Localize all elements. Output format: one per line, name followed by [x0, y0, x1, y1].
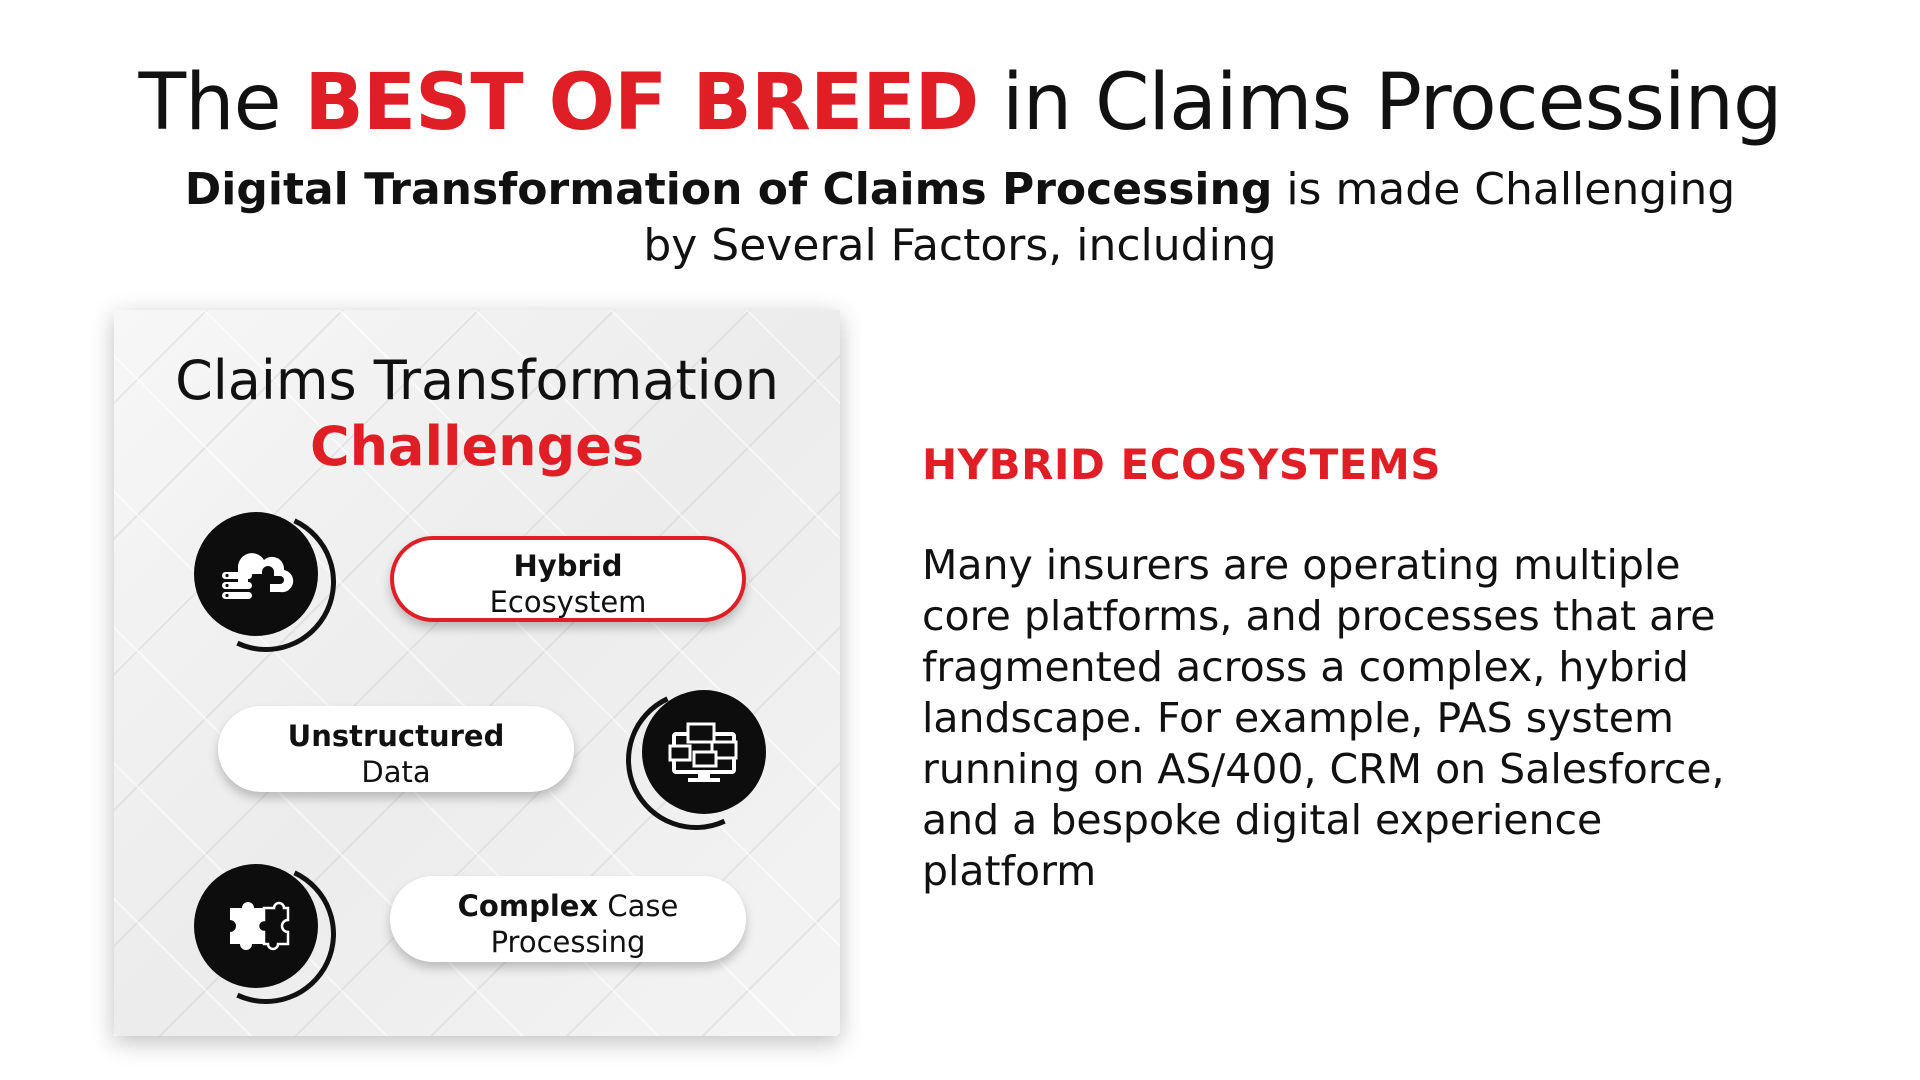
cloud-server-icon-glyph: [222, 553, 294, 599]
title-accent: BEST OF BREED: [304, 58, 979, 148]
title-suffix: in Claims Processing: [978, 58, 1782, 148]
challenge-pill-unstructured[interactable]: Unstructured Data: [218, 706, 574, 792]
section-heading: HYBRID ECOSYSTEMS: [922, 440, 1442, 489]
subtitle-bold: Digital Transformation of Claims Process…: [184, 164, 1273, 215]
section-body: Many insurers are operating multiple cor…: [922, 541, 1725, 895]
pill-label: Ecosystem: [489, 585, 647, 619]
pill-line-1: Complex Case Processing: [390, 888, 746, 960]
page-subtitle: Digital Transformation of Claims Process…: [160, 162, 1760, 274]
pill-label: Case Processing: [490, 889, 679, 959]
pill-bold-label: Hybrid: [513, 549, 623, 583]
puzzle-icon-glyph: [230, 901, 290, 951]
card-title-main: Claims Transformation: [175, 349, 779, 412]
title-prefix: The: [138, 58, 305, 148]
page-title: The BEST OF BREED in Claims Processing: [0, 58, 1920, 148]
computer-windows-icon-glyph: [668, 722, 738, 782]
puzzle-icon: [194, 864, 318, 988]
challenges-card: Claims Transformation Challenges Hybrid …: [114, 310, 840, 1036]
subtitle-rest: is made Challenging by Several Factors, …: [643, 164, 1736, 271]
computer-windows-icon: [642, 690, 766, 814]
challenge-pill-complex[interactable]: Complex Case Processing: [390, 876, 746, 962]
challenge-pill-hybrid[interactable]: Hybrid Ecosystem: [390, 536, 746, 622]
card-title: Claims Transformation Challenges: [114, 348, 840, 480]
cloud-server-icon: [194, 512, 318, 636]
card-title-accent: Challenges: [309, 415, 645, 478]
pill-bold-label: Unstructured: [287, 719, 505, 753]
pill-bold-label: Complex: [457, 889, 599, 923]
pill-label: Data: [361, 755, 431, 789]
